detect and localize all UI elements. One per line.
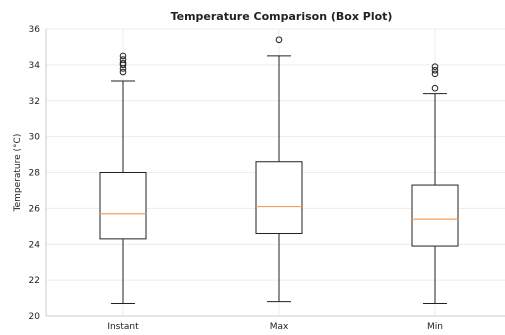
iqr-box-max [255,161,303,234]
outlier-min-0 [431,84,439,92]
outlier-instant-5 [119,52,127,60]
x-tick-label-instant: Instant [107,322,139,332]
y-axis-label: Temperature (°C) [13,134,23,213]
y-tick-label-26: 26 [29,204,41,214]
outlier-max-0 [275,36,283,44]
y-tick-label-24: 24 [29,240,41,250]
outlier-min-3 [431,63,439,70]
y-tick-label-34: 34 [29,61,41,71]
outlier-min-1 [431,70,439,78]
chart-title: Temperature Comparison (Box Plot) [171,10,393,23]
outlier-min-2 [431,66,439,74]
iqr-box-instant [99,172,147,240]
y-tick-label-36: 36 [29,25,41,35]
outlier-instant-0 [119,68,127,76]
y-tick-label-32: 32 [29,97,40,107]
box-min [411,63,459,304]
outlier-instant-4 [119,56,127,63]
x-tick-label-max: Max [270,322,289,332]
axes-layer [45,29,505,317]
boxes-layer [99,36,459,304]
y-tick-label-22: 22 [29,276,40,286]
ticks-layer: 20 22 24 26 28 30 32 34 36 Instant Max Min [29,25,443,332]
iqr-box-min [411,184,459,247]
y-tick-label-28: 28 [29,169,41,179]
outlier-instant-3 [119,59,127,67]
y-tick-label-20: 20 [29,312,41,322]
box-instant [99,52,147,304]
box-max [255,36,303,303]
x-tick-label-min: Min [427,322,443,332]
y-tick-label-30: 30 [29,133,41,143]
